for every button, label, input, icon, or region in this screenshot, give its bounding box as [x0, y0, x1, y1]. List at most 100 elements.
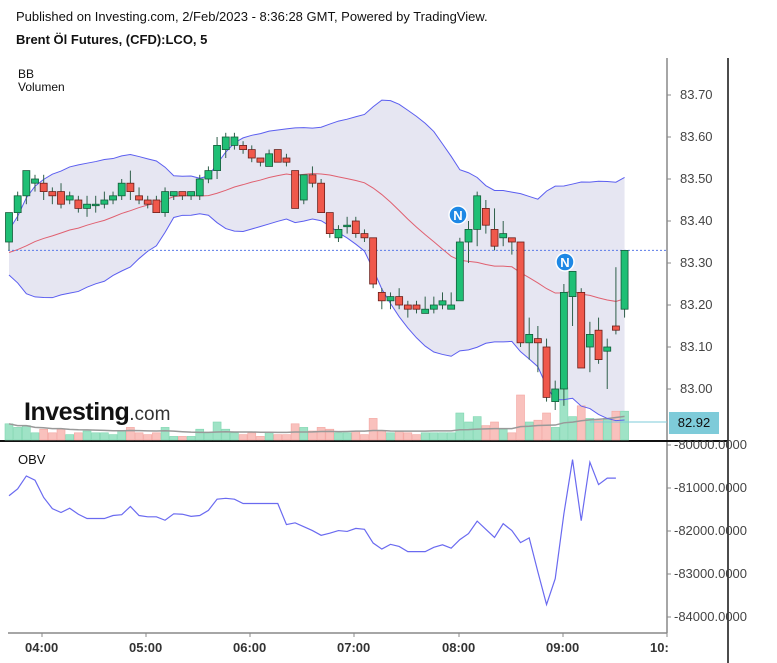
candle: [585, 333, 594, 348]
candle: [100, 199, 109, 205]
candle: [403, 304, 412, 310]
candle: [603, 346, 612, 352]
price-tick-label: 83.40: [680, 213, 713, 228]
news-marker-icon[interactable]: [555, 252, 575, 272]
volume-bar: [481, 425, 491, 441]
volume-bar: [377, 430, 387, 441]
time-tick-label: 10:: [650, 640, 669, 655]
candle: [568, 270, 577, 297]
volume-bar: [585, 418, 595, 441]
candle: [91, 203, 100, 207]
volume-bar: [542, 412, 551, 441]
candle: [369, 237, 378, 285]
candle: [273, 149, 282, 163]
candle: [291, 170, 300, 209]
volume-bar: [82, 430, 92, 441]
candle: [239, 144, 247, 150]
volume-bar: [56, 428, 66, 441]
candle: [161, 191, 169, 214]
volume-bar: [195, 428, 205, 441]
candle: [152, 199, 161, 214]
volume-bar: [568, 416, 577, 441]
volume-bar: [91, 432, 100, 441]
volume-bar: [594, 419, 603, 441]
volume-bar: [221, 428, 231, 441]
candle: [612, 325, 620, 331]
volume-bar: [394, 430, 404, 441]
volume-bar: [325, 428, 335, 441]
price-tick-label: 83.70: [680, 87, 713, 102]
volume-bar: [22, 425, 31, 441]
volume-bar: [13, 427, 22, 441]
candle: [317, 182, 326, 213]
time-tick-label: 05:00: [129, 640, 163, 655]
candle: [429, 304, 438, 310]
instrument-title: Brent Öl Futures, (CFD):LCO, 5: [16, 32, 208, 47]
candle: [74, 199, 83, 209]
obv-indicator-label[interactable]: OBV: [18, 452, 46, 467]
volume-bar: [143, 434, 153, 441]
candle: [343, 224, 352, 228]
volume-bar: [420, 432, 430, 441]
volume-bar: [247, 432, 257, 441]
candle: [412, 304, 421, 310]
volume-bar: [620, 410, 629, 441]
news-marker-label: N: [453, 208, 462, 223]
volume-bar: [230, 432, 239, 441]
candle: [31, 178, 39, 184]
volume-bar: [169, 436, 179, 441]
volume-bar: [490, 421, 499, 441]
volume-bar: [334, 432, 343, 441]
volume-bar: [4, 423, 14, 441]
time-tick-label: 09:00: [546, 640, 580, 655]
published-caption: Published on Investing.com, 2/Feb/2023 -…: [16, 9, 488, 24]
volume-bar: [412, 434, 421, 441]
candle: [126, 182, 135, 192]
volume-bar: [299, 427, 309, 441]
candle: [455, 241, 464, 302]
volume-bar: [342, 432, 352, 441]
candle: [57, 191, 65, 205]
candle: [178, 191, 187, 197]
volume-bar: [65, 434, 74, 441]
candle: [594, 329, 603, 361]
candle: [325, 212, 334, 235]
time-tick-label: 07:00: [337, 640, 371, 655]
candle: [221, 136, 230, 151]
candle: [620, 249, 629, 310]
volume-bar: [308, 430, 317, 441]
candle: [481, 207, 490, 226]
volume-bar: [576, 405, 586, 441]
candle: [377, 291, 386, 302]
bb-indicator-label[interactable]: BB: [18, 67, 35, 81]
volume-indicator-label[interactable]: Volumen: [18, 80, 65, 94]
candle: [143, 199, 152, 205]
volume-bar: [464, 421, 473, 441]
candle: [230, 136, 239, 146]
volume-bar: [403, 432, 413, 441]
candle: [421, 308, 430, 314]
candle: [551, 388, 560, 403]
volume-bar: [524, 421, 534, 441]
obv-tick-label: -82000.0000: [674, 523, 748, 538]
volume-ma-line: [8, 415, 625, 434]
investing-logo: Investing.com: [24, 398, 171, 426]
time-tick-label: 06:00: [233, 640, 267, 655]
candle: [39, 182, 48, 192]
last-price-badge: 82.92: [669, 412, 719, 434]
time-tick-label: 04:00: [25, 640, 59, 655]
volume-bar: [316, 427, 326, 441]
candle: [525, 333, 534, 344]
candle: [542, 346, 551, 398]
news-marker-icon[interactable]: [448, 205, 468, 225]
candle: [256, 157, 265, 163]
volume-bar: [455, 412, 465, 441]
candle: [22, 170, 31, 197]
candle: [299, 174, 308, 201]
candle: [447, 304, 456, 310]
volume-bar: [134, 432, 144, 441]
candle: [282, 157, 291, 163]
candle: [5, 212, 13, 243]
volume-bar: [533, 419, 543, 441]
